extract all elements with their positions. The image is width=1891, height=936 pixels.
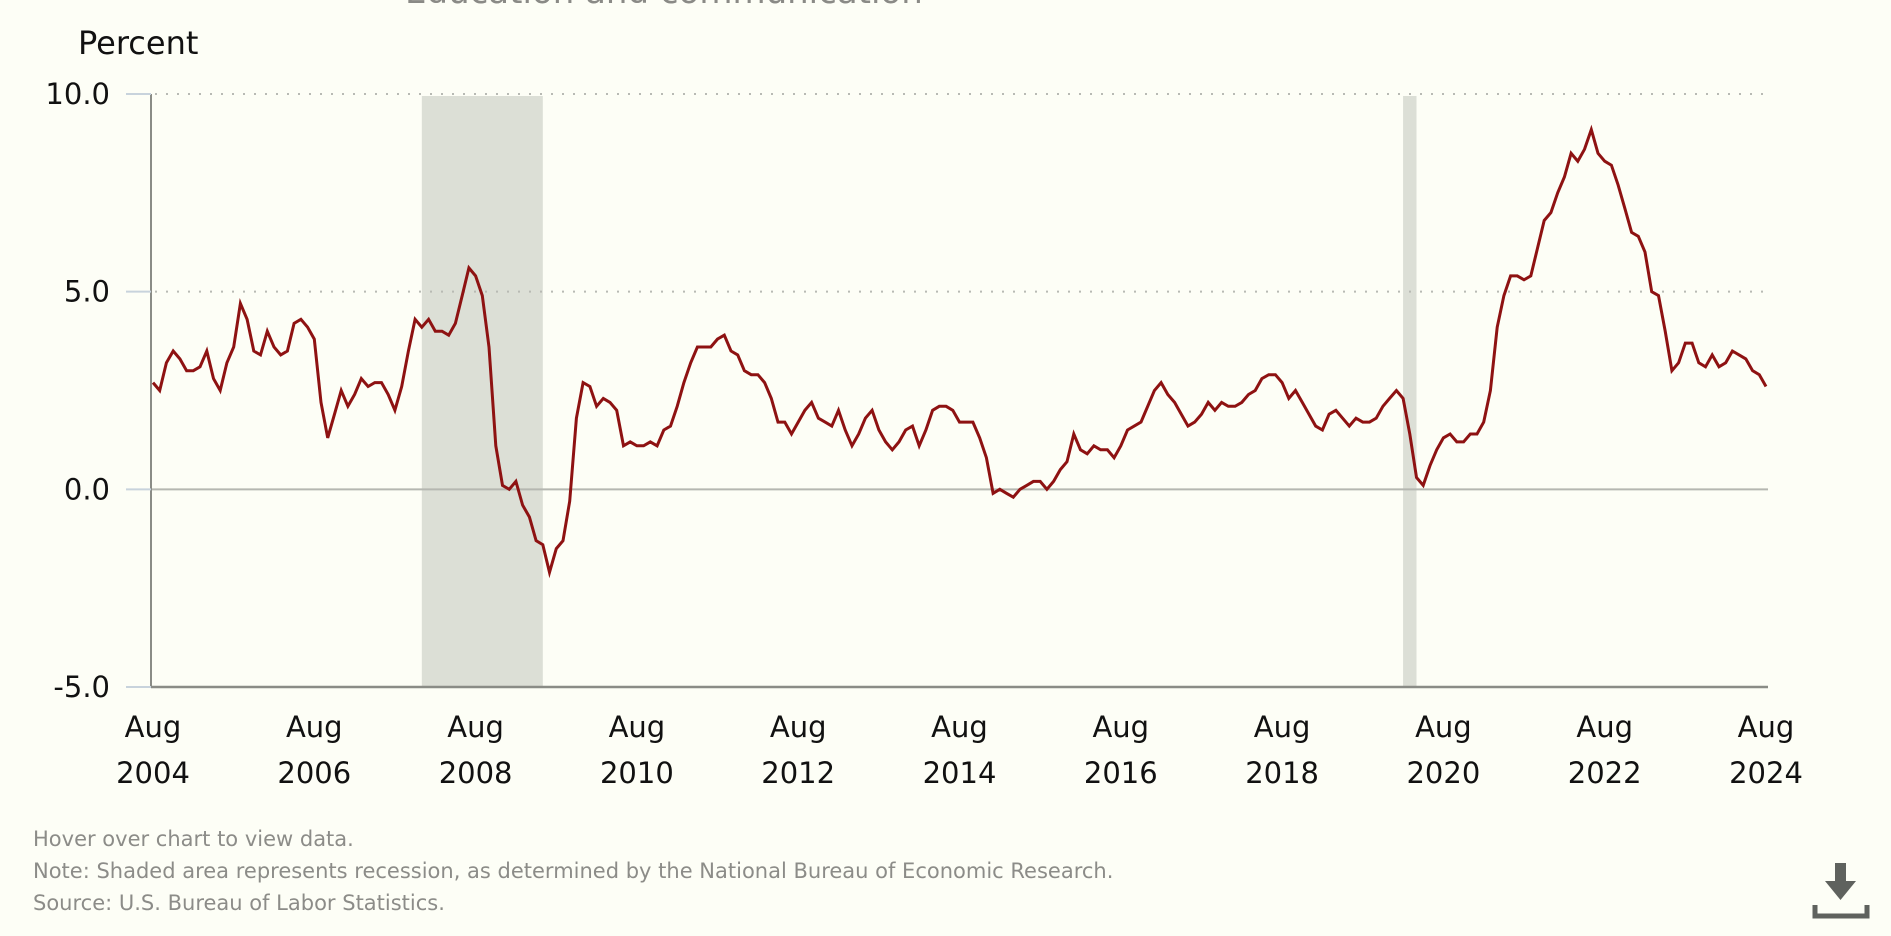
footnotes: Hover over chart to view data. Note: Sha… xyxy=(33,823,1113,919)
y-axis-ticks: 10.0 5.0 0.0 -5.0 xyxy=(45,77,151,704)
x-tick-label-year: 2018 xyxy=(1245,756,1319,790)
gridlines xyxy=(151,93,1768,491)
y-tick-label: -5.0 xyxy=(53,670,110,704)
x-tick-label-year: 2020 xyxy=(1406,756,1480,790)
x-tick-label-year: 2016 xyxy=(1084,756,1158,790)
x-tick-label-month: Aug xyxy=(1254,710,1311,744)
y-tick-label: 5.0 xyxy=(64,275,110,309)
x-tick-label-month: Aug xyxy=(931,710,988,744)
x-tick-label-year: 2008 xyxy=(439,756,513,790)
x-tick-label-month: Aug xyxy=(125,710,182,744)
line-chart[interactable]: 10.0 5.0 0.0 -5.0 Aug 2004 Aug 2006 Aug 2008 Aug 2… xyxy=(0,0,1891,820)
axes xyxy=(150,94,1768,689)
x-axis-ticks: Aug 2004 Aug 2006 Aug 2008 Aug 2010 Aug 2012 Aug 20… xyxy=(116,710,1803,790)
recession-note: Note: Shaded area represents recession, … xyxy=(33,859,1114,883)
x-tick-label-year: 2024 xyxy=(1729,756,1803,790)
x-tick-label-year: 2010 xyxy=(600,756,674,790)
series-layer xyxy=(151,124,1768,579)
y-tick-label: 0.0 xyxy=(64,472,110,506)
x-tick-label-month: Aug xyxy=(1415,710,1472,744)
x-tick-label-month: Aug xyxy=(286,710,343,744)
y-tick-label: 10.0 xyxy=(45,77,110,111)
chart-title: Education and communication xyxy=(405,0,923,12)
recession-band xyxy=(1403,96,1417,687)
x-tick-label-year: 2014 xyxy=(923,756,997,790)
x-tick-label-month: Aug xyxy=(1576,710,1633,744)
series-line xyxy=(151,124,1768,579)
x-tick-label-year: 2006 xyxy=(277,756,351,790)
y-axis-label: Percent xyxy=(78,24,199,62)
hover-hint: Hover over chart to view data. xyxy=(33,827,354,851)
x-tick-label-month: Aug xyxy=(1092,710,1149,744)
x-tick-label-month: Aug xyxy=(1738,710,1795,744)
recession-shading-layer xyxy=(421,96,1417,687)
x-tick-label-year: 2012 xyxy=(761,756,835,790)
recession-band xyxy=(421,96,543,687)
source-note: Source: U.S. Bureau of Labor Statistics. xyxy=(33,891,445,915)
x-tick-label-year: 2004 xyxy=(116,756,190,790)
download-button[interactable] xyxy=(1811,860,1871,920)
x-tick-label-month: Aug xyxy=(770,710,827,744)
download-icon xyxy=(1812,863,1870,919)
x-tick-label-month: Aug xyxy=(609,710,666,744)
x-tick-label-year: 2022 xyxy=(1568,756,1642,790)
x-tick-label-month: Aug xyxy=(447,710,504,744)
